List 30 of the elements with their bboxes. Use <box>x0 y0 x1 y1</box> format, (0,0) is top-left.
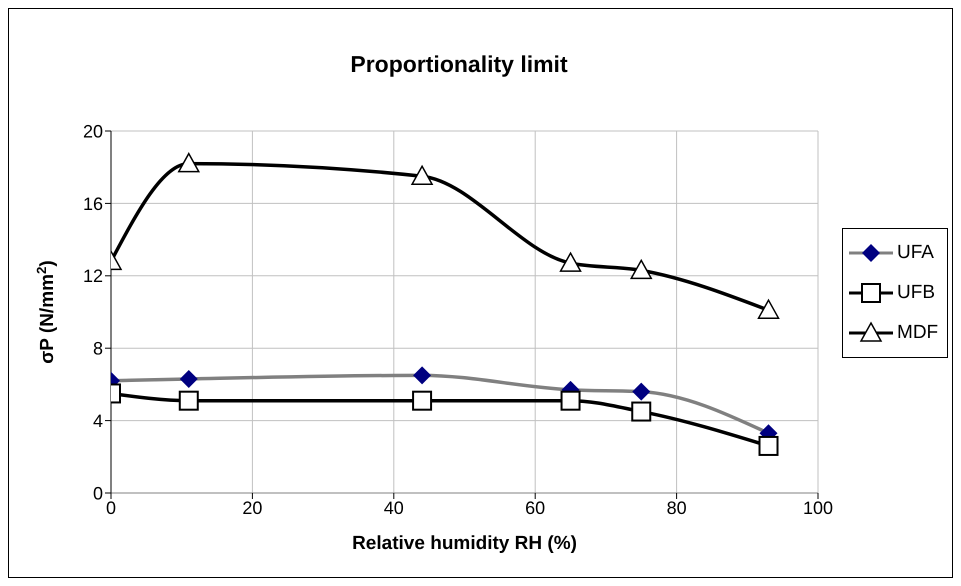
x-tick-label: 80 <box>666 498 687 518</box>
point <box>180 370 198 388</box>
chart-title: Proportionality limit <box>349 51 569 78</box>
point <box>631 402 652 422</box>
x-tick-label: 20 <box>242 498 262 518</box>
legend-label: UFB <box>897 282 935 304</box>
x-tick-label: 40 <box>384 498 404 518</box>
point <box>412 390 432 411</box>
x-tick-label: 100 <box>802 498 834 518</box>
point <box>178 390 199 411</box>
y-tick-label: 8 <box>92 338 103 359</box>
legend-label: MDF <box>897 322 938 344</box>
point <box>178 152 200 172</box>
y-tick-label: 16 <box>82 194 103 214</box>
point <box>632 382 650 401</box>
point <box>758 436 779 456</box>
legend-label: UFA <box>897 242 934 264</box>
point <box>758 299 780 319</box>
x-tick-label: 0 <box>106 498 116 518</box>
y-tick-label: 0 <box>92 483 103 504</box>
y-tick-label: 12 <box>82 266 103 286</box>
point <box>630 260 652 280</box>
point <box>560 390 581 411</box>
y-tick-label: 4 <box>92 410 103 431</box>
point <box>413 366 432 384</box>
x-axis-title: Relative humidity RH (%) <box>352 533 577 554</box>
point <box>560 252 582 272</box>
x-tick-label: 60 <box>525 498 546 518</box>
point <box>411 166 433 185</box>
y-tick-label: 20 <box>82 121 103 142</box>
